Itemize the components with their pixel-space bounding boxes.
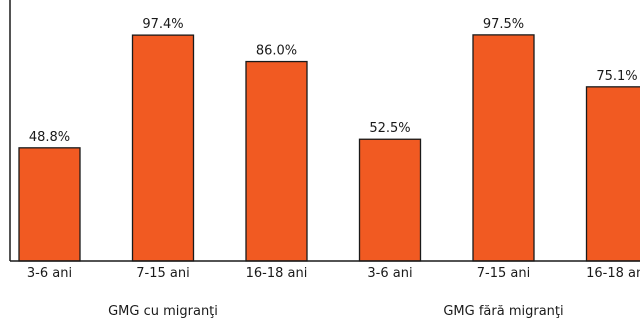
data-label-g1-2: 75.1%: [596, 69, 637, 84]
category-label-g0-1: 7-15 ani: [136, 266, 189, 281]
category-label-g1-2: 16-18 ani: [586, 266, 640, 281]
group-label-1: GMG fără migranţi: [443, 304, 563, 319]
bar-g0-1: [131, 34, 195, 262]
bar-g1-1: [472, 34, 535, 262]
bar-g1-2: [585, 86, 640, 262]
category-label-g0-2: 16-18 ani: [246, 266, 308, 281]
category-label-g1-0: 3-6 ani: [367, 266, 412, 281]
data-label-g0-1: 97.4%: [142, 17, 183, 32]
data-label-g0-2: 86.0%: [256, 44, 297, 59]
bar-g0-0: [18, 147, 81, 262]
category-label-g0-0: 3-6 ani: [27, 266, 72, 281]
category-label-g1-1: 7-15 ani: [477, 266, 530, 281]
group-label-0: GMG cu migranţi: [108, 304, 218, 319]
bar-g0-2: [245, 60, 308, 262]
data-label-g1-1: 97.5%: [483, 17, 524, 32]
data-label-g1-0: 52.5%: [369, 121, 410, 136]
data-label-g0-0: 48.8%: [29, 130, 70, 145]
bar-g1-0: [358, 138, 422, 262]
